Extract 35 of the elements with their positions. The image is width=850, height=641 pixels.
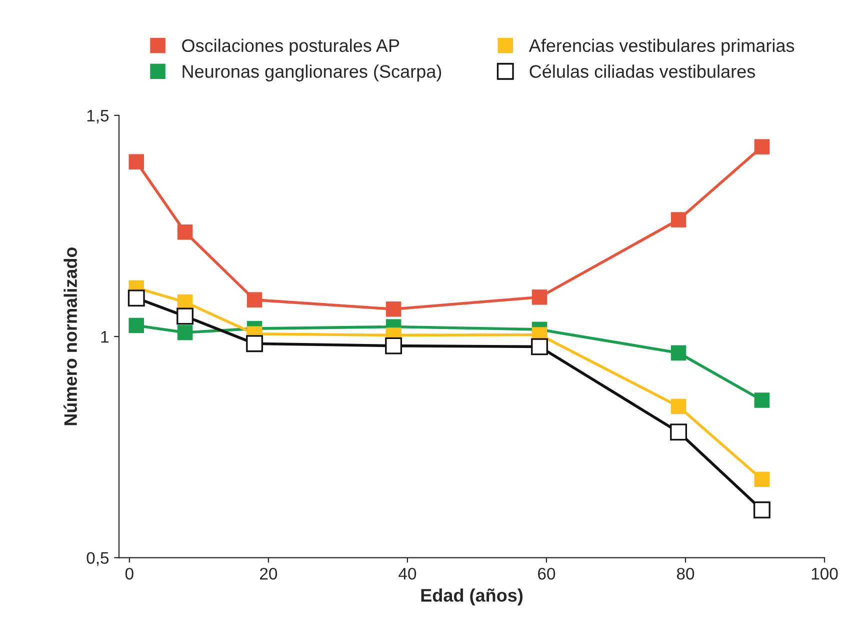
point <box>246 335 264 352</box>
point <box>386 301 402 317</box>
point <box>246 292 262 308</box>
point <box>531 338 548 356</box>
legend-label: Aferencias vestibulares primarias <box>528 38 794 56</box>
point <box>670 424 688 441</box>
point <box>532 290 548 305</box>
point <box>128 154 144 170</box>
x-tick-label: 60 <box>538 568 556 580</box>
point <box>385 337 402 354</box>
point <box>128 290 145 307</box>
x-tick-label: 0 <box>125 568 134 580</box>
point <box>754 139 770 154</box>
point <box>177 324 193 340</box>
y-tick-label: 1 <box>101 331 108 343</box>
point <box>670 398 686 414</box>
legend-label: Oscilaciones posturales AP <box>182 38 400 56</box>
y-tick-label: 1,5 <box>87 110 109 124</box>
x-tick-label: 20 <box>260 568 278 580</box>
legend-label: Neuronas ganglionares (Scarpa) <box>182 64 442 82</box>
point <box>177 224 193 240</box>
point <box>670 212 686 228</box>
point <box>754 392 770 408</box>
point <box>128 318 144 334</box>
x-axis-title: Edad (años) <box>421 588 523 606</box>
x-tick-label: 40 <box>398 568 416 580</box>
point <box>176 308 194 325</box>
point <box>753 501 770 518</box>
y-tick-label: 0,5 <box>86 552 109 566</box>
point <box>670 345 686 361</box>
x-tick-label: 80 <box>676 568 694 580</box>
x-tick-label: 100 <box>812 568 838 580</box>
legend-label: Células ciliadas vestibulares <box>530 64 755 78</box>
y-axis-title: Número normalizado <box>64 247 77 426</box>
point <box>754 472 770 488</box>
